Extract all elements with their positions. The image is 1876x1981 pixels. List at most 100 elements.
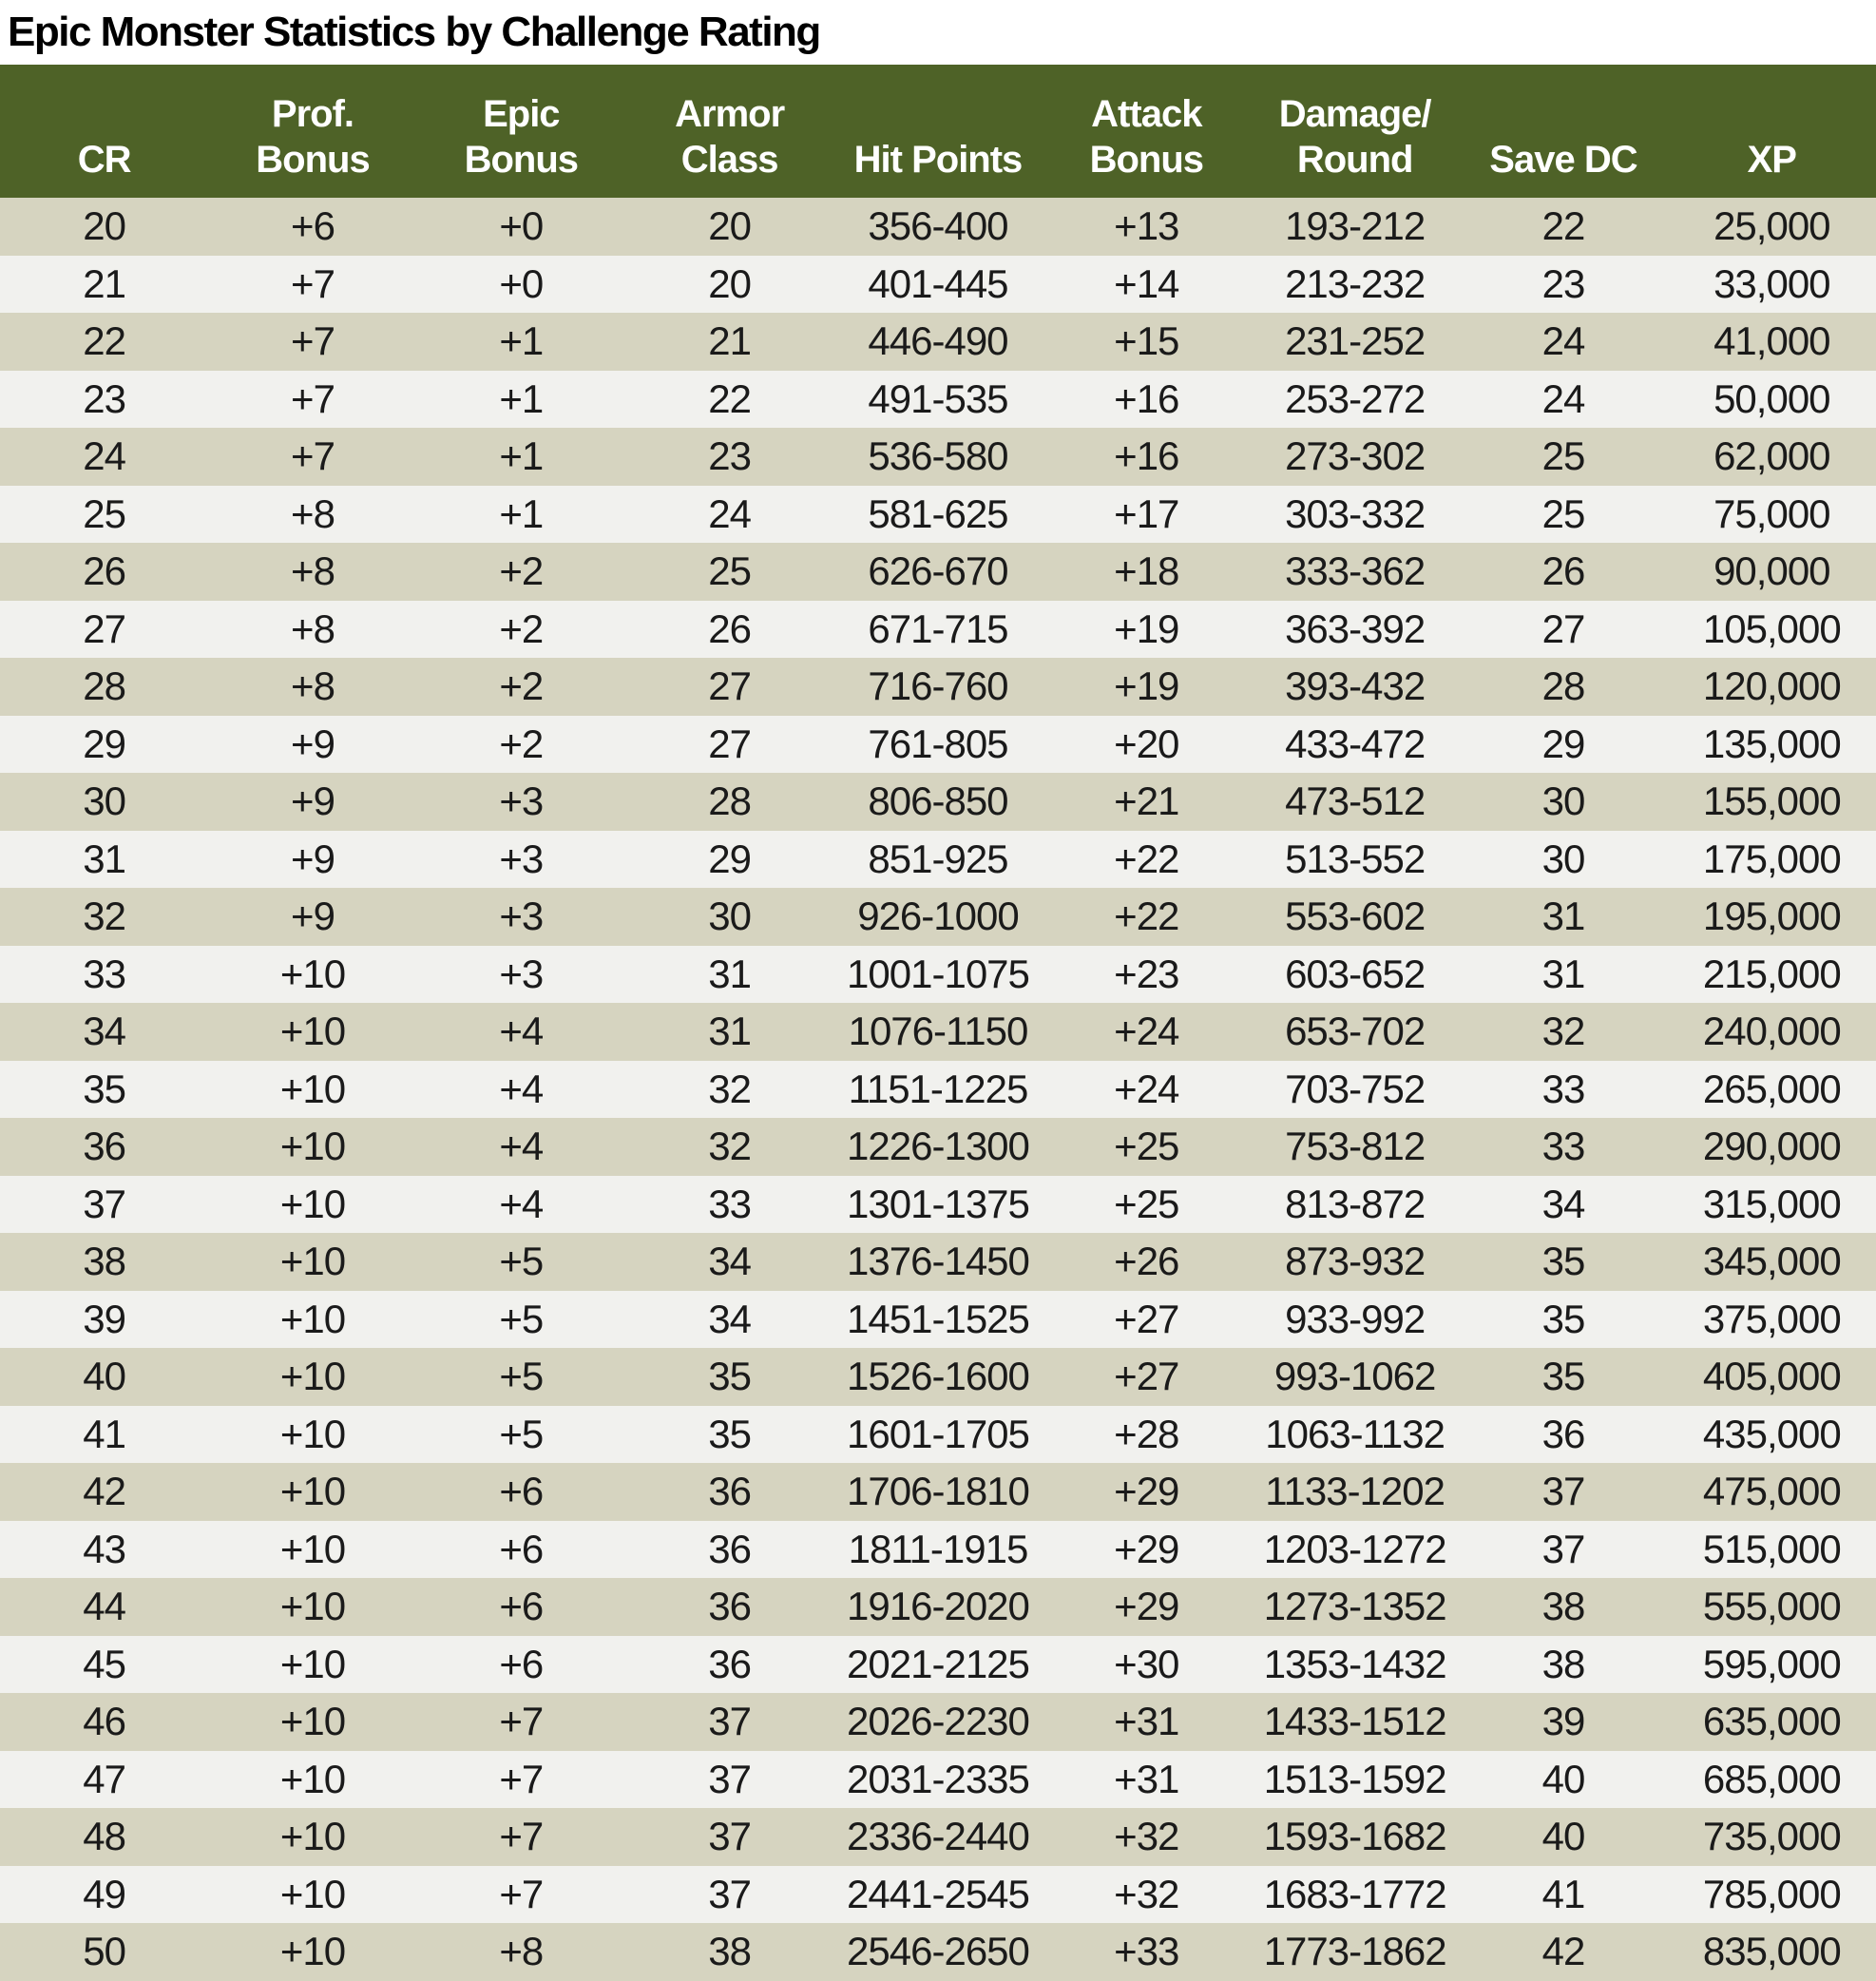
column-header-epic-bonus: Epic Bonus: [416, 65, 625, 198]
column-header-line: Save DC: [1489, 139, 1637, 181]
cell-save-dc: 25: [1541, 433, 1586, 479]
table-row-cr-44: 44 +10 +6 36 1916-2020 +29 1273-1352 38 555,000: [0, 1578, 1876, 1636]
cell-xp: 25,000: [1713, 203, 1830, 249]
cell-attack-bonus: +19: [1114, 664, 1179, 709]
cell-save-dc: 26: [1541, 548, 1586, 594]
cell-save-dc: 31: [1541, 894, 1586, 939]
cell-damage-per-round: 231-252: [1285, 318, 1426, 364]
cell-hit-points: 2336-2440: [847, 1814, 1030, 1859]
cell-epic-bonus: +3: [499, 779, 544, 824]
column-header-line: Bonus: [256, 139, 370, 181]
cell-prof-bonus: +8: [291, 548, 335, 594]
cell-armor-class: 22: [708, 375, 752, 421]
cell-hit-points: 2021-2125: [847, 1641, 1030, 1686]
cell-attack-bonus: +32: [1114, 1814, 1179, 1859]
column-header-line: Attack: [1091, 93, 1202, 135]
cell-epic-bonus: +4: [499, 1009, 544, 1054]
cell-cr: 42: [83, 1469, 126, 1514]
cell-hit-points: 626-670: [868, 548, 1008, 594]
cell-prof-bonus: +7: [291, 375, 335, 421]
table-row-cr-33: 33 +10 +3 31 1001-1075 +23 603-652 31 215,000: [0, 945, 1876, 1003]
column-header-cr: CR: [0, 65, 209, 198]
table-row-cr-25: 25 +8 +1 24 581-625 +17 303-332 25 75,000: [0, 485, 1876, 543]
cell-cr: 29: [83, 721, 126, 766]
cell-hit-points: 851-925: [868, 836, 1008, 881]
cell-attack-bonus: +23: [1114, 951, 1179, 996]
cell-armor-class: 23: [708, 433, 752, 479]
cell-epic-bonus: +7: [499, 1756, 544, 1801]
cell-hit-points: 761-805: [868, 721, 1008, 766]
cell-save-dc: 36: [1541, 1411, 1586, 1456]
cell-damage-per-round: 813-872: [1285, 1181, 1426, 1226]
cell-epic-bonus: +1: [499, 375, 544, 421]
cell-cr: 50: [83, 1929, 126, 1974]
cell-attack-bonus: +18: [1114, 548, 1179, 594]
cell-epic-bonus: +3: [499, 951, 544, 996]
table-row-cr-36: 36 +10 +4 32 1226-1300 +25 753-812 33 290,000: [0, 1118, 1876, 1176]
cell-damage-per-round: 1433-1512: [1263, 1699, 1447, 1744]
cell-prof-bonus: +10: [279, 1124, 346, 1169]
cell-prof-bonus: +10: [279, 1526, 346, 1571]
column-header-line: Epic: [483, 93, 560, 135]
cell-epic-bonus: +6: [499, 1584, 544, 1629]
cell-damage-per-round: 703-752: [1285, 1066, 1426, 1111]
column-header-line: Bonus: [1089, 139, 1204, 181]
table-header: CR Prof. Bonus Epic Bonus Armor Class Hit Point…: [0, 65, 1876, 198]
cell-damage-per-round: 1063-1132: [1265, 1411, 1445, 1456]
cell-xp: 265,000: [1702, 1066, 1842, 1111]
cell-armor-class: 37: [708, 1699, 752, 1744]
column-header-line: Class: [680, 139, 779, 181]
cell-damage-per-round: 363-392: [1285, 606, 1426, 651]
cell-armor-class: 38: [708, 1929, 752, 1974]
cell-armor-class: 26: [708, 606, 752, 651]
page-title: Epic Monster Statistics by Challenge Rat…: [8, 9, 821, 55]
table-row-cr-21: 21 +7 +0 20 401-445 +14 213-232 23 33,000: [0, 255, 1876, 313]
table-row-cr-31: 31 +9 +3 29 851-925 +22 513-552 30 175,000: [0, 830, 1876, 888]
cell-armor-class: 27: [708, 664, 752, 709]
cell-epic-bonus: +7: [499, 1871, 544, 1916]
table-row-cr-28: 28 +8 +2 27 716-760 +19 393-432 28 120,000: [0, 658, 1876, 716]
cell-xp: 375,000: [1702, 1296, 1842, 1341]
column-header-save-dc: Save DC: [1459, 65, 1668, 198]
cell-save-dc: 33: [1541, 1066, 1586, 1111]
cell-hit-points: 1076-1150: [848, 1009, 1029, 1054]
cell-armor-class: 32: [708, 1124, 752, 1169]
cell-cr: 33: [83, 951, 126, 996]
cell-xp: 155,000: [1702, 779, 1842, 824]
cell-epic-bonus: +6: [499, 1469, 544, 1514]
cell-attack-bonus: +31: [1114, 1756, 1179, 1801]
cell-hit-points: 1376-1450: [847, 1239, 1030, 1284]
cell-damage-per-round: 433-472: [1285, 721, 1426, 766]
cell-epic-bonus: +3: [499, 894, 544, 939]
cell-save-dc: 37: [1541, 1526, 1586, 1571]
table-row-cr-40: 40 +10 +5 35 1526-1600 +27 993-1062 35 405,000: [0, 1348, 1876, 1406]
cell-armor-class: 29: [708, 836, 752, 881]
cell-damage-per-round: 253-272: [1285, 375, 1426, 421]
cell-armor-class: 37: [708, 1756, 752, 1801]
cell-prof-bonus: +7: [291, 433, 335, 479]
column-header-hit-points: Hit Points: [833, 65, 1043, 198]
cell-save-dc: 24: [1541, 375, 1586, 421]
cell-cr: 26: [83, 548, 126, 594]
cell-epic-bonus: +0: [499, 260, 544, 306]
cell-hit-points: 1526-1600: [847, 1354, 1030, 1399]
cell-xp: 635,000: [1702, 1699, 1842, 1744]
cell-xp: 50,000: [1713, 375, 1830, 421]
table-row-cr-34: 34 +10 +4 31 1076-1150 +24 653-702 32 240,000: [0, 1003, 1876, 1061]
cell-epic-bonus: +1: [499, 433, 544, 479]
table-row-cr-39: 39 +10 +5 34 1451-1525 +27 933-992 35 375,000: [0, 1290, 1876, 1348]
cell-hit-points: 926-1000: [857, 894, 1020, 939]
cell-cr: 25: [83, 490, 126, 536]
table-row-cr-47: 47 +10 +7 37 2031-2335 +31 1513-1592 40 685,000: [0, 1750, 1876, 1808]
cell-attack-bonus: +16: [1114, 433, 1179, 479]
cell-cr: 38: [83, 1239, 126, 1284]
column-header-prof-bonus: Prof. Bonus: [208, 65, 417, 198]
cell-epic-bonus: +6: [499, 1641, 544, 1686]
cell-prof-bonus: +10: [279, 1871, 346, 1916]
cell-epic-bonus: +2: [499, 548, 544, 594]
table-row-cr-20: 20 +6 +0 20 356-400 +13 193-212 22 25,000: [0, 198, 1876, 256]
cell-damage-per-round: 1513-1592: [1263, 1756, 1447, 1801]
table-row-cr-50: 50 +10 +8 38 2546-2650 +33 1773-1862 42 835,000: [0, 1923, 1876, 1981]
table-row-cr-29: 29 +9 +2 27 761-805 +20 433-472 29 135,000: [0, 715, 1876, 773]
